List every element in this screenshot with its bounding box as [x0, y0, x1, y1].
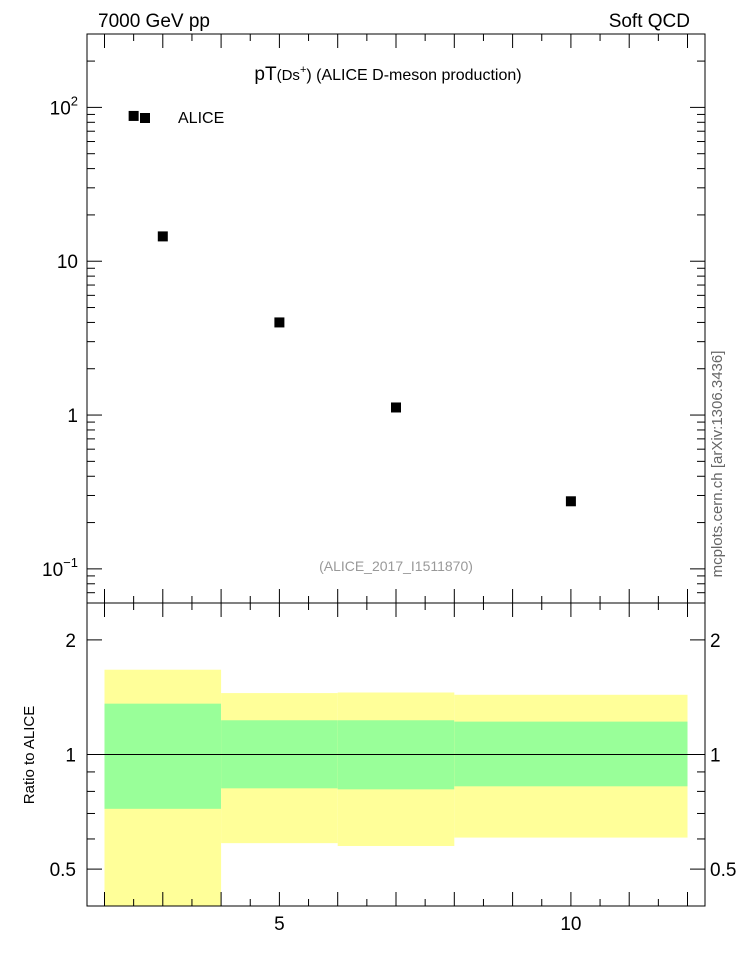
axis-ticks	[87, 33, 705, 907]
main-y-tick-label-0: 102	[50, 93, 78, 119]
x-tick-label-1: 10	[560, 914, 581, 935]
header-right: Soft QCD	[609, 11, 690, 32]
plot-title: pT(Ds+) (ALICE D-meson production)	[254, 64, 521, 85]
ratio-y-tick-label-right-1: 1	[710, 746, 721, 767]
side-watermark: mcplots.cern.ch [arXiv:1306.3436]	[709, 351, 726, 578]
tick-exponent: 2	[71, 93, 78, 108]
header-left: 7000 GeV pp	[98, 11, 210, 32]
ratio-y-tick-label-right-2: 0.5	[710, 860, 736, 881]
x-tick-label-0: 5	[274, 914, 285, 935]
inner-band-3	[454, 721, 688, 787]
title-superscript: +	[300, 64, 306, 76]
tick-base: 10	[42, 560, 63, 581]
tick-base: 10	[50, 98, 71, 119]
ratio-y-axis-label: Ratio to ALICE	[21, 706, 38, 804]
data-points	[128, 110, 576, 507]
data-point-0	[128, 110, 139, 121]
tick-base: 1	[67, 406, 78, 427]
ratio-tick-labels: 2 2 1 1 0.5 0.5 5 10	[50, 631, 737, 935]
legend-marker	[140, 113, 150, 123]
legend-label: ALICE	[178, 110, 224, 127]
data-point-2	[274, 317, 285, 328]
ratio-y-tick-label-left-0: 2	[65, 631, 76, 652]
ratio-y-tick-label-right-0: 2	[710, 631, 721, 652]
analysis-id: (ALICE_2017_I1511870)	[319, 558, 473, 574]
data-point-1	[157, 231, 168, 242]
title-main: pT	[254, 64, 277, 85]
ratio-y-tick-label-left-2: 0.5	[50, 860, 76, 881]
ratio-y-tick-label-left-1: 1	[65, 746, 76, 767]
tick-exponent: −1	[63, 555, 78, 570]
data-point-4	[565, 496, 576, 507]
main-y-tick-label-2: 1	[67, 406, 78, 427]
title-rest: ) (ALICE D-meson production)	[306, 67, 521, 84]
title-particle: (Ds	[277, 67, 300, 84]
ratio-bands	[104, 669, 688, 906]
inner-band-0	[104, 703, 222, 809]
data-point-3	[391, 402, 401, 413]
main-y-tick-label-1: 10	[57, 252, 78, 273]
main-y-tick-label-3: 10−1	[42, 555, 78, 581]
tick-base: 10	[57, 252, 78, 273]
